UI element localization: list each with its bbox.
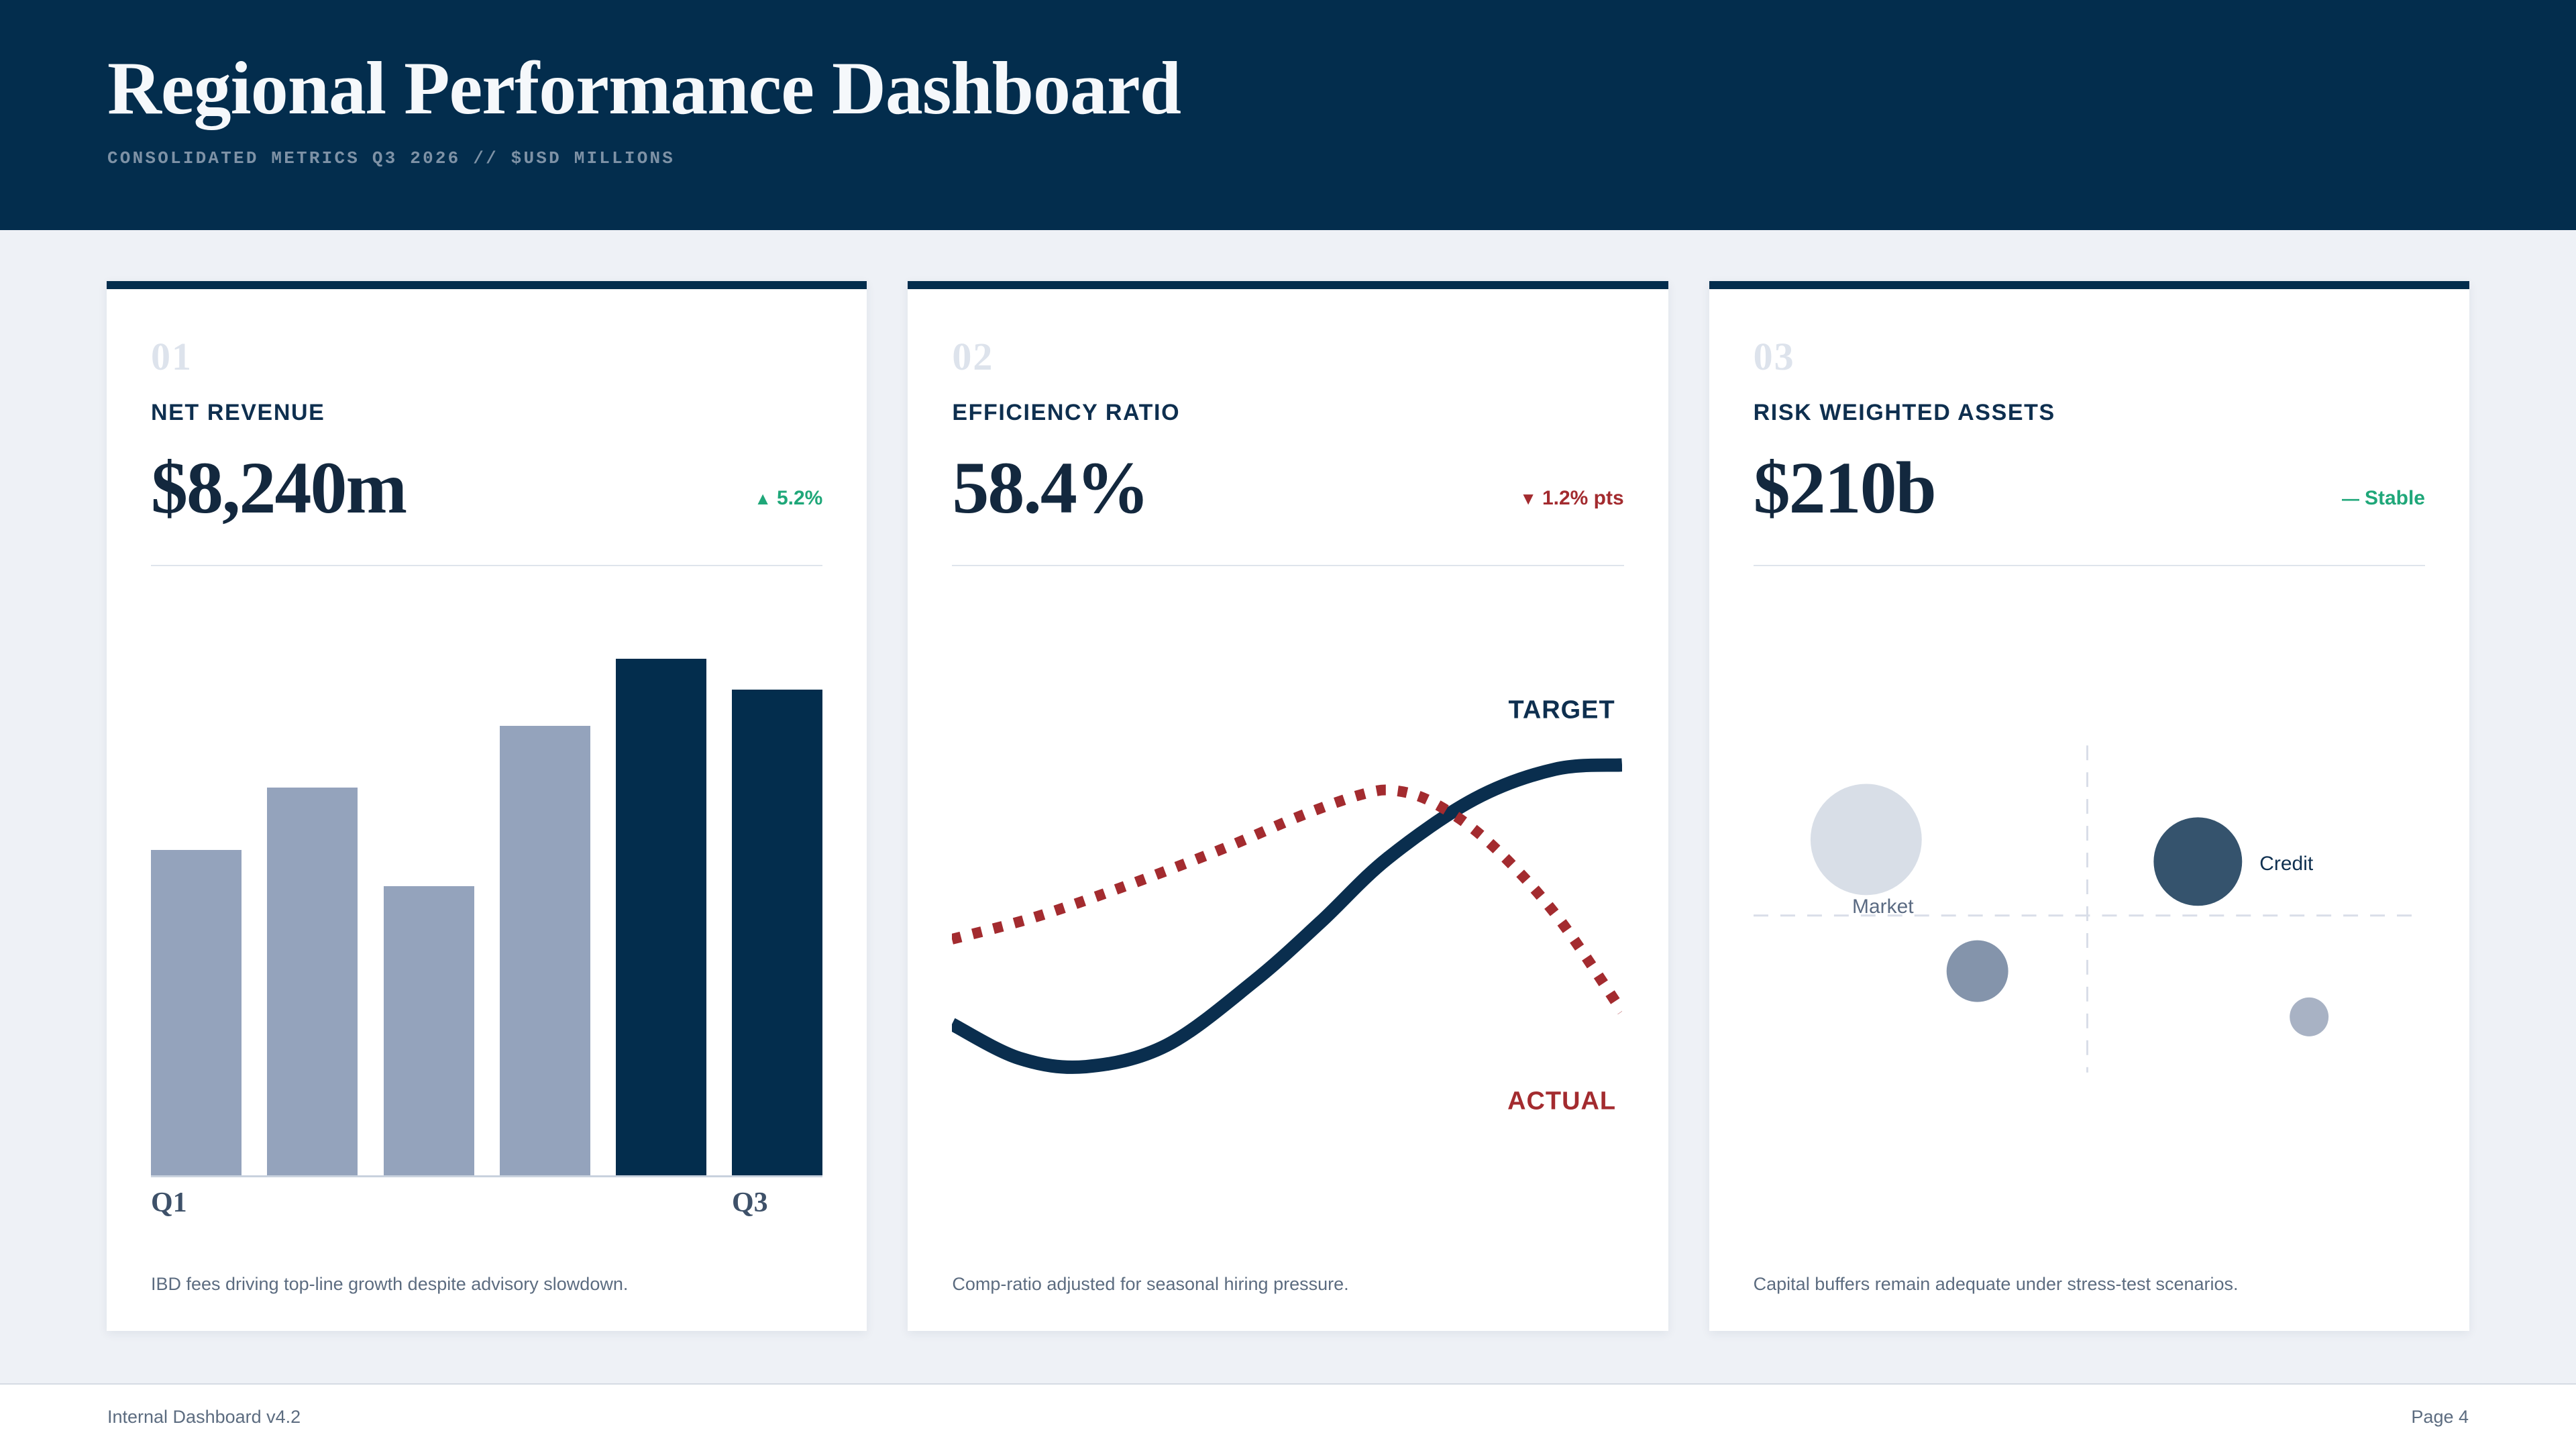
card-index: 02 [952,335,994,378]
line-chart-svg: TARGET ACTUAL [949,696,1627,1116]
bar [732,690,823,1176]
net-revenue-bar-chart: Q1 Q3 [151,619,823,1240]
target-label: TARGET [1509,696,1615,724]
page-footer: Internal Dashboard v4.2 Page 4 [0,1383,2576,1449]
kpi-card-efficiency-ratio: 02 EFFICIENCY RATIO 58.4% ▼ 1.2% pts TARG… [908,281,1668,1331]
bar [499,726,590,1176]
header: Regional Performance Dashboard CONSOLIDA… [0,0,2576,230]
kpi-label: NET REVENUE [151,400,325,425]
divider [1753,565,2425,567]
bubble [2289,998,2328,1037]
up-triangle-icon: ▲ [754,488,771,509]
kpi-value: $8,240m [151,446,407,529]
page-subtitle: CONSOLIDATED METRICS Q3 2026 // $USD MIL… [107,148,676,169]
divider [151,565,823,567]
x-tick-label: Q1 [151,1187,187,1219]
bubble [1946,940,2008,1002]
card-index: 03 [1753,335,1795,378]
footer-page-number: Page 4 [2411,1406,2469,1427]
footer-version-label: Internal Dashboard v4.2 [107,1406,301,1427]
bubble-credit [2153,817,2242,906]
rwa-bubble-chart: Market Credit [1753,704,2425,1117]
flat-dash-icon: — [2341,488,2359,509]
kpi-delta: — Stable [2342,487,2425,510]
actual-label: ACTUAL [1507,1087,1616,1114]
x-axis-labels: Q1 Q3 [151,1187,822,1240]
kpi-label: EFFICIENCY RATIO [952,400,1181,425]
kpi-caption: Capital buffers remain adequate under st… [1753,1273,2239,1294]
bar [383,886,474,1176]
bar-group [151,619,823,1176]
actual-line [951,784,1627,1015]
bubble-label-credit: Credit [2259,853,2314,875]
bar [151,850,241,1176]
kpi-value-row: $210b — Stable [1754,445,2425,531]
efficiency-line-chart: TARGET ACTUAL [949,688,1627,1117]
target-line [949,758,1623,1075]
kpi-card-net-revenue: 01 NET REVENUE $8,240m ▲ 5.2% Q1 Q3 IBD fe… [107,281,867,1331]
kpi-delta-text: Stable [2364,487,2425,510]
bubble-label-market: Market [1852,896,1914,918]
kpi-label: RISK WEIGHTED ASSETS [1753,400,2055,425]
kpi-delta: ▼ 1.2% pts [1519,487,1623,510]
x-axis-line [151,1175,823,1178]
x-tick-label: Q3 [732,1187,768,1219]
bubble-chart-svg: Market Credit [1753,745,2424,1073]
kpi-delta: ▲ 5.2% [754,487,822,510]
kpi-cards-row: 01 NET REVENUE $8,240m ▲ 5.2% Q1 Q3 IBD fe… [107,281,2469,1331]
kpi-delta-text: 1.2% pts [1542,487,1624,510]
kpi-value: $210b [1753,446,1937,529]
kpi-caption: Comp-ratio adjusted for seasonal hiring … [952,1273,1349,1294]
kpi-value: 58.4% [952,446,1150,529]
page-title: Regional Performance Dashboard [107,47,1181,130]
kpi-caption: IBD fees driving top-line growth despite… [151,1273,629,1294]
kpi-delta-text: 5.2% [776,487,823,510]
kpi-card-risk-weighted-assets: 03 RISK WEIGHTED ASSETS $210b — Stable Ma… [1709,281,2469,1331]
kpi-value-row: $8,240m ▲ 5.2% [151,445,822,531]
bar [616,659,707,1176]
bubble-market [1810,784,1922,896]
divider [952,565,1624,567]
bar [267,788,358,1176]
card-index: 01 [151,335,193,378]
kpi-value-row: 58.4% ▼ 1.2% pts [952,445,1623,531]
down-triangle-icon: ▼ [1519,488,1537,509]
